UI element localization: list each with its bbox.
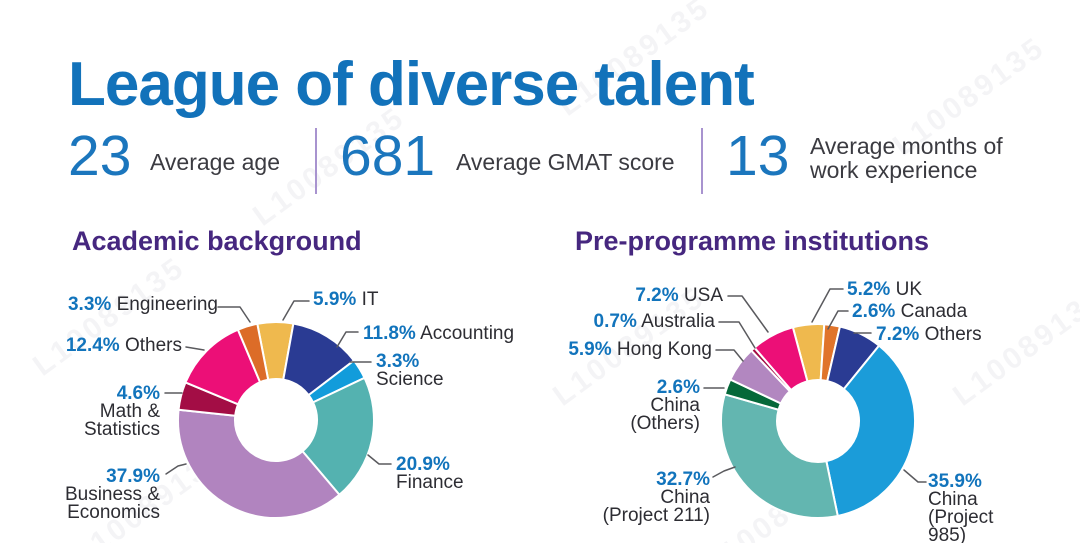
label-uk: 5.2% UK <box>847 279 922 300</box>
pct-australia: 0.7% <box>593 311 637 332</box>
label-china-985: 35.9% China (Project 985) <box>928 471 1036 543</box>
chart-title-academic-background: Academic background <box>72 226 362 256</box>
pct-uk: 5.2% <box>847 279 891 300</box>
name-china-others: China (Others) <box>630 395 700 434</box>
pct-it: 5.9% <box>313 289 357 310</box>
label-china-211: 32.7% China (Project 211) <box>602 469 710 526</box>
name-usa: USA <box>683 285 723 306</box>
name-hong-kong: Hong Kong <box>616 339 712 360</box>
name-canada: Canada <box>900 301 968 322</box>
leader-hong-kong <box>715 349 744 362</box>
name-science: Science <box>376 369 444 390</box>
stat-divider <box>315 128 317 194</box>
leader-accounting <box>336 331 359 348</box>
label-accounting: 11.8% Accounting <box>363 323 515 344</box>
leader-business-economics <box>165 463 187 475</box>
name-finance: Finance <box>396 472 464 493</box>
name-china-985: China (Project 985) <box>928 489 994 543</box>
leader-finance <box>367 454 392 465</box>
pct-china-985: 35.9% <box>928 471 982 492</box>
slice-business-economics <box>177 408 341 519</box>
donut-academic-background <box>177 321 375 519</box>
label-others: 12.4% Others <box>65 335 182 356</box>
label-china-others: 2.6% China (Others) <box>625 377 700 434</box>
name-australia: Australia <box>641 311 715 332</box>
label-finance: 20.9% Finance <box>396 454 476 493</box>
leader-canada <box>827 310 849 330</box>
leader-usa <box>727 295 769 333</box>
pct-hong-kong: 5.9% <box>568 339 612 360</box>
chart-title-pre-programme-institutions: Pre-programme institutions <box>575 226 930 256</box>
pct-business-economics: 37.9% <box>106 466 160 487</box>
leader-uk <box>811 288 844 323</box>
stat-work-experience-value: 13 <box>726 124 790 188</box>
label-hong-kong: 5.9% Hong Kong <box>568 339 712 360</box>
stat-work-experience-label: Average months of work experience <box>810 133 1003 183</box>
pct-engineering: 3.3% <box>67 294 112 315</box>
pct-others: 12.4% <box>65 335 120 356</box>
pct-canada: 2.6% <box>852 301 896 322</box>
pct-finance: 20.9% <box>396 454 450 475</box>
name-engineering: Engineering <box>116 294 218 315</box>
leader-others <box>185 346 205 351</box>
label-australia: 0.7% Australia <box>593 311 715 332</box>
label-others-right: 7.2% Others <box>876 324 982 345</box>
slice-china-project-211 <box>720 393 839 519</box>
label-business-economics: 37.9% Business & Economics <box>55 466 160 523</box>
leader-china-211 <box>712 466 736 478</box>
slice-engineering <box>236 322 270 384</box>
pct-math-statistics: 4.6% <box>116 383 160 404</box>
name-others-right: Others <box>924 324 982 345</box>
pct-accounting: 11.8% <box>363 323 416 344</box>
leader-australia <box>718 321 756 349</box>
pct-science: 3.3% <box>376 351 420 372</box>
name-accounting: Accounting <box>420 323 515 344</box>
leader-engineering <box>217 306 251 323</box>
name-uk: UK <box>895 279 922 300</box>
pct-others-right: 7.2% <box>876 324 920 345</box>
leader-china-985 <box>903 469 927 483</box>
name-math-statistics: Math & Statistics <box>83 401 160 440</box>
name-it: IT <box>361 289 379 310</box>
label-science: 3.3% Science <box>376 351 446 390</box>
name-china-211: China (Project 211) <box>602 487 710 526</box>
label-usa: 7.2% USA <box>635 285 723 306</box>
pct-usa: 7.2% <box>635 285 679 306</box>
donut-pre-programme-institutions <box>720 323 916 519</box>
stat-gmat-label: Average GMAT score <box>456 149 675 175</box>
stat-gmat-value: 681 <box>340 124 436 188</box>
slice-china-project-985 <box>825 344 916 517</box>
page-title: League of diverse talent <box>68 49 755 119</box>
pct-china-211: 32.7% <box>656 469 710 490</box>
label-math-statistics: 4.6% Math & Statistics <box>70 383 160 440</box>
name-others: Others <box>124 335 182 356</box>
name-business-economics: Business & Economics <box>64 484 160 523</box>
slice-usa <box>753 326 809 392</box>
label-it: 5.9% IT <box>313 289 379 310</box>
stat-average-age-label: Average age <box>150 149 281 175</box>
stat-average-age-value: 23 <box>68 124 132 188</box>
pct-china-others: 2.6% <box>656 377 700 398</box>
slice-finance <box>301 376 375 496</box>
stat-divider <box>701 128 703 194</box>
label-canada: 2.6% Canada <box>852 301 968 322</box>
leader-it <box>282 300 310 321</box>
label-engineering: 3.3% Engineering <box>67 294 218 315</box>
